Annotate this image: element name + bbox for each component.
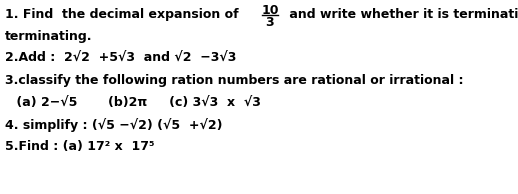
Text: 5.Find : (a) 17² x  17⁵: 5.Find : (a) 17² x 17⁵ [5,140,154,153]
Text: 4. simplify : (√5 −√2) (√5  +√2): 4. simplify : (√5 −√2) (√5 +√2) [5,118,223,132]
Text: 2.Add :  2√2  +5√3  and √2  −3√3: 2.Add : 2√2 +5√3 and √2 −3√3 [5,52,236,65]
Text: 10: 10 [261,4,279,17]
Text: 3.classify the following ration numbers are rational or irrational :: 3.classify the following ration numbers … [5,74,464,87]
Text: 3: 3 [266,16,275,29]
Text: 1. Find  the decimal expansion of: 1. Find the decimal expansion of [5,8,239,21]
Text: terminating.: terminating. [5,30,93,43]
Text: and write whether it is terminating  or non: and write whether it is terminating or n… [285,8,518,21]
Text: (a) 2−√5       (b)2π     (c) 3√3  x  √3: (a) 2−√5 (b)2π (c) 3√3 x √3 [12,96,261,109]
